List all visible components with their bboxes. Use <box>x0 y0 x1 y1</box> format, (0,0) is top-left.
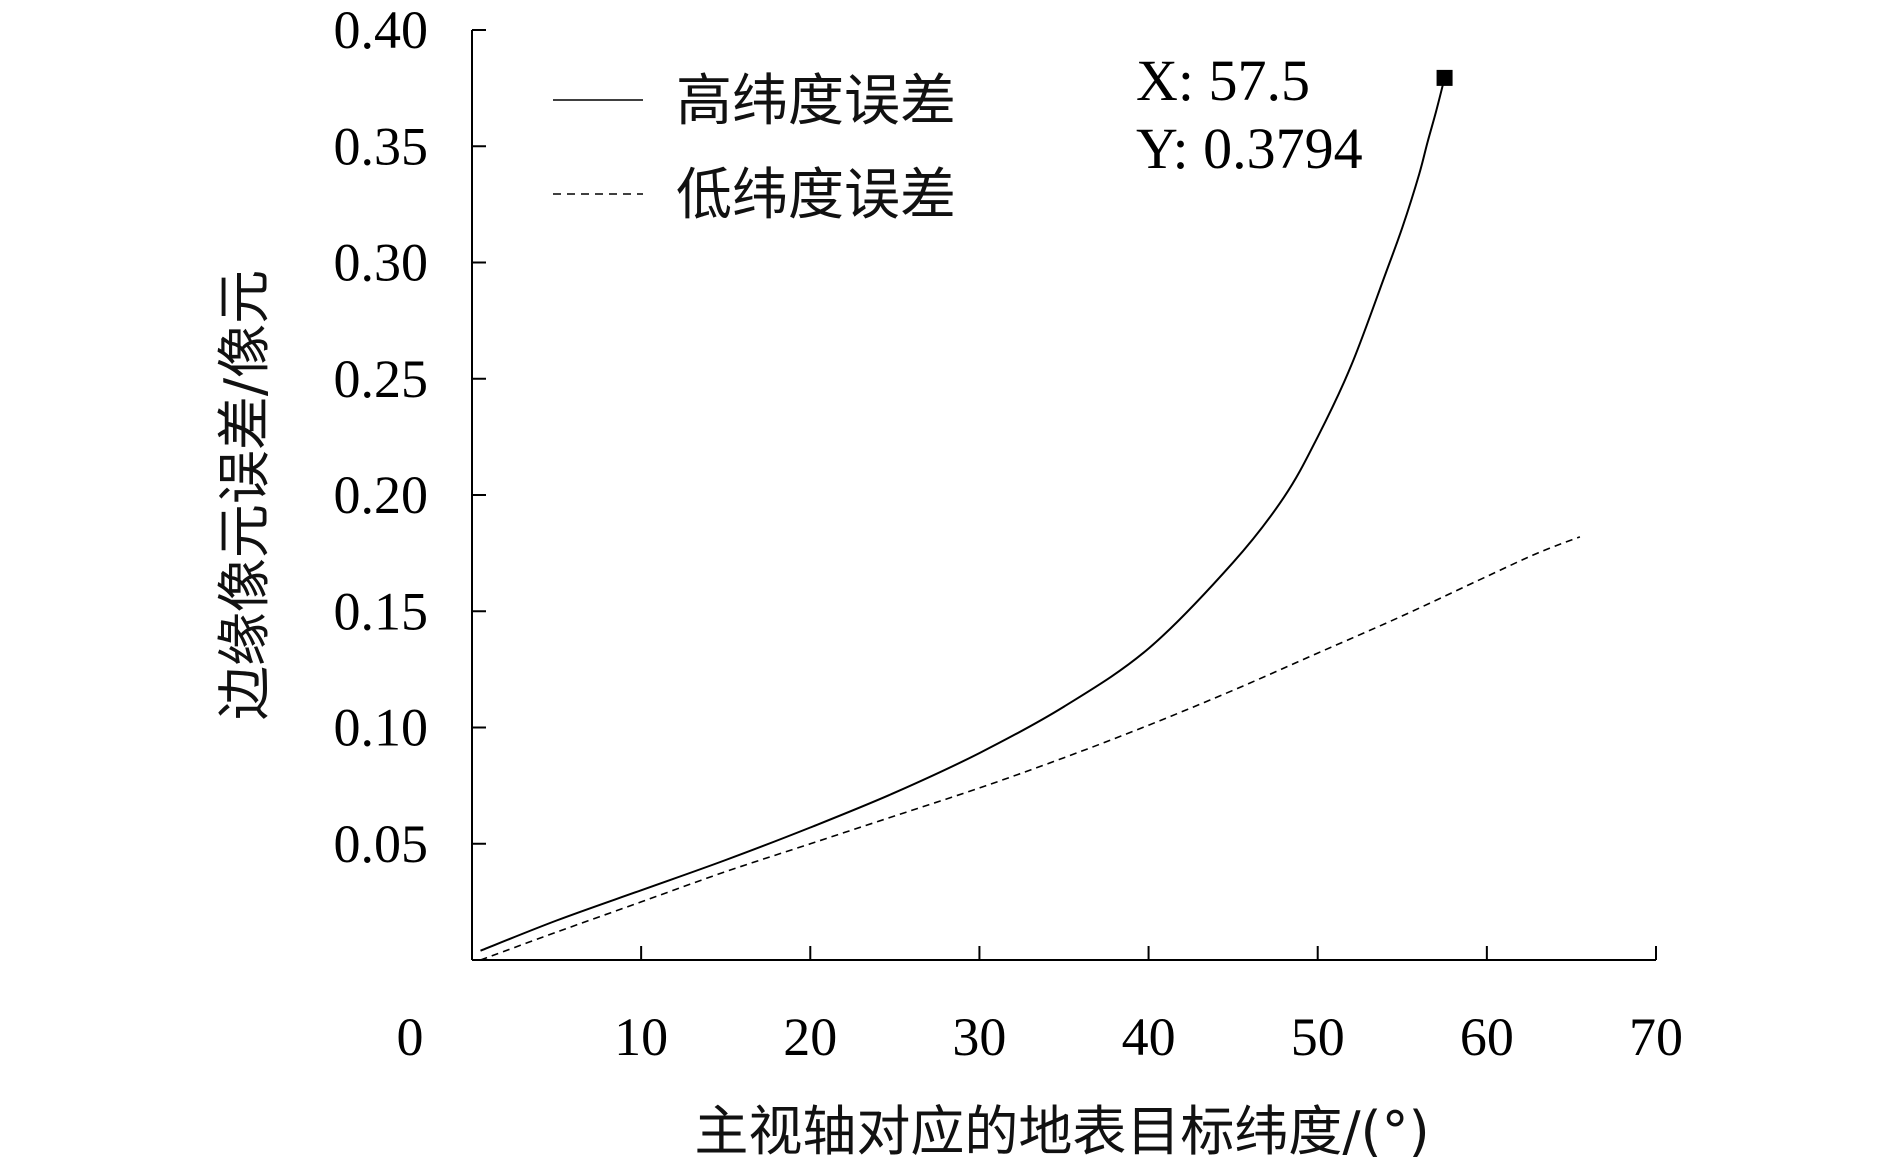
series-group <box>480 69 1581 961</box>
series-line-low-latitude <box>480 536 1581 961</box>
y-tick-label: 0.05 <box>334 814 429 874</box>
y-tick-label: 0.25 <box>334 349 429 409</box>
x-tick-label: 50 <box>1291 1007 1345 1067</box>
x-ticks: 0 10 20 30 40 50 60 70 <box>397 946 1683 1067</box>
datatip-x-text: X: 57.5 <box>1136 48 1310 113</box>
y-tick-label: 0.15 <box>334 581 429 641</box>
series-line-high-latitude <box>480 77 1446 952</box>
y-ticks: 0.05 0.10 0.15 0.20 0.25 0.30 0.35 0.40 <box>334 0 486 874</box>
y-tick-label: 0.40 <box>334 0 429 60</box>
datatip: X: 57.5 Y: 0.3794 <box>1136 48 1363 181</box>
x-tick-label: 10 <box>614 1007 668 1067</box>
x-tick-label: 60 <box>1460 1007 1514 1067</box>
y-tick-label: 0.20 <box>334 465 429 525</box>
x-tick-label: 70 <box>1629 1007 1683 1067</box>
y-axis-title: 边缘像元误差/像元 <box>213 270 276 720</box>
y-tick-label: 0.30 <box>334 233 429 293</box>
datatip-y-text: Y: 0.3794 <box>1136 116 1363 181</box>
x-tick-label: 30 <box>952 1007 1006 1067</box>
x-tick-label: 40 <box>1122 1007 1176 1067</box>
legend-label-low-latitude: 低纬度误差 <box>676 163 956 228</box>
x-tick-label: 20 <box>783 1007 837 1067</box>
datatip-marker <box>1436 69 1453 86</box>
axes <box>471 30 1656 961</box>
y-tick-label: 0.10 <box>334 698 429 758</box>
legend: 高纬度误差 低纬度误差 <box>553 69 956 228</box>
legend-label-high-latitude: 高纬度误差 <box>676 69 956 134</box>
y-tick-label: 0.35 <box>334 116 429 176</box>
x-tick-label: 0 <box>397 1007 424 1067</box>
x-axis-title: 主视轴对应的地表目标纬度/(°) <box>694 1100 1429 1163</box>
